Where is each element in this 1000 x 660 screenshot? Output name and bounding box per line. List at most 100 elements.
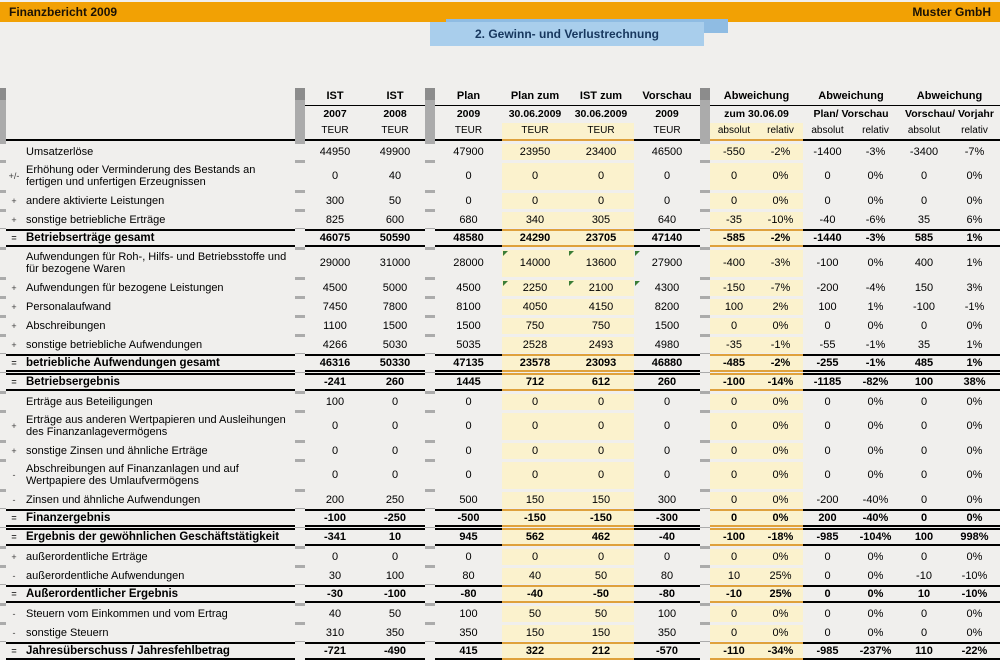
outline-bar[interactable] bbox=[700, 459, 710, 462]
outline-bar[interactable] bbox=[425, 622, 435, 626]
cell[interactable]: -341 bbox=[305, 528, 365, 546]
row-label[interactable]: sonstige Zinsen und ähnliche Erträge bbox=[26, 444, 208, 457]
cell[interactable]: 46316 bbox=[305, 354, 365, 372]
outline-bar[interactable] bbox=[0, 353, 6, 355]
cell[interactable]: 100 bbox=[710, 299, 758, 315]
cell[interactable]: -3% bbox=[758, 249, 803, 277]
outline-bar[interactable] bbox=[425, 527, 435, 529]
cell[interactable]: -550 bbox=[710, 144, 758, 160]
cell[interactable]: 0 bbox=[465, 469, 472, 482]
cell[interactable]: -80 bbox=[634, 585, 700, 603]
cell[interactable]: 4500 bbox=[456, 282, 481, 295]
outline-bar[interactable] bbox=[700, 88, 710, 141]
cell[interactable]: 0% bbox=[758, 606, 803, 622]
outline-bar[interactable] bbox=[0, 247, 6, 250]
cell[interactable]: 24290 bbox=[502, 229, 568, 247]
cell[interactable]: 0 bbox=[710, 394, 758, 410]
cell[interactable]: 2528 bbox=[502, 337, 568, 353]
outline-bar[interactable] bbox=[700, 584, 710, 586]
cell[interactable]: -3% bbox=[852, 229, 899, 247]
cell[interactable]: 0 bbox=[710, 412, 758, 440]
cell[interactable]: 0% bbox=[966, 320, 983, 333]
cell[interactable]: -34% bbox=[758, 642, 803, 660]
cell[interactable]: -3% bbox=[865, 146, 886, 159]
cell[interactable]: 200 bbox=[803, 509, 852, 527]
cell[interactable]: 150 bbox=[568, 625, 634, 641]
outline-bar[interactable] bbox=[700, 190, 710, 194]
cell[interactable]: 1% bbox=[867, 301, 884, 314]
cell[interactable]: -22% bbox=[949, 642, 1000, 660]
cell[interactable]: -985 bbox=[803, 642, 852, 660]
cell[interactable]: 100 bbox=[899, 528, 949, 546]
row-label[interactable]: sonstige Steuern bbox=[26, 626, 109, 639]
cell[interactable]: 30 bbox=[328, 570, 342, 583]
cell[interactable]: 0 bbox=[663, 469, 671, 482]
cell[interactable]: -10 bbox=[710, 585, 758, 603]
cell[interactable]: 1% bbox=[949, 354, 1000, 372]
row-label[interactable]: Abschreibungen bbox=[26, 319, 106, 332]
row-label[interactable]: betriebliche Aufwendungen gesamt bbox=[22, 354, 295, 372]
cell[interactable]: 485 bbox=[899, 354, 949, 372]
cell[interactable]: 0 bbox=[920, 445, 928, 458]
cell[interactable]: -1185 bbox=[803, 373, 852, 391]
cell[interactable]: 0 bbox=[663, 445, 671, 458]
cell[interactable]: 1445 bbox=[435, 373, 502, 391]
cell[interactable]: 0% bbox=[966, 195, 983, 208]
row-label[interactable]: Jahresüberschuss / Jahresfehlbetrag bbox=[22, 642, 295, 660]
cell[interactable]: 0% bbox=[867, 257, 884, 270]
cell[interactable]: 680 bbox=[459, 214, 478, 227]
cell[interactable]: 750 bbox=[568, 318, 634, 334]
outline-bar[interactable] bbox=[0, 459, 6, 462]
cell[interactable]: 0 bbox=[710, 509, 758, 527]
cell[interactable]: 0% bbox=[867, 195, 884, 208]
cell[interactable]: 0 bbox=[465, 170, 472, 183]
cell[interactable]: 562 bbox=[502, 528, 568, 546]
cell[interactable]: 0 bbox=[824, 570, 831, 583]
cell[interactable]: 0 bbox=[710, 461, 758, 489]
outline-bar[interactable] bbox=[295, 141, 305, 145]
cell[interactable]: 0 bbox=[568, 162, 634, 190]
row-label[interactable]: Betriebserträge gesamt bbox=[22, 229, 295, 247]
outline-bar[interactable] bbox=[0, 190, 6, 194]
cell[interactable]: 500 bbox=[459, 494, 478, 507]
cell[interactable]: 0% bbox=[758, 318, 803, 334]
cell[interactable]: 40 bbox=[328, 608, 342, 621]
outline-bar[interactable] bbox=[295, 508, 305, 510]
cell[interactable]: 0 bbox=[391, 420, 399, 433]
cell[interactable]: 80 bbox=[660, 570, 674, 583]
cell[interactable]: 0 bbox=[920, 494, 928, 507]
cell[interactable]: 0 bbox=[465, 420, 472, 433]
cell[interactable]: 0 bbox=[502, 412, 568, 440]
cell[interactable]: 46500 bbox=[651, 146, 683, 159]
cell[interactable]: -110 bbox=[710, 642, 758, 660]
cell[interactable]: 0 bbox=[502, 193, 568, 209]
cell[interactable]: 350 bbox=[459, 627, 478, 640]
cell[interactable]: -35 bbox=[710, 337, 758, 353]
outline-bar[interactable] bbox=[425, 459, 435, 462]
cell[interactable]: 0% bbox=[758, 461, 803, 489]
cell[interactable]: -7% bbox=[964, 146, 985, 159]
cell[interactable]: 0 bbox=[568, 549, 634, 565]
cell[interactable]: 0 bbox=[824, 170, 831, 183]
cell[interactable]: -7% bbox=[758, 280, 803, 296]
cell[interactable]: 0 bbox=[502, 549, 568, 565]
cell[interactable]: 640 bbox=[657, 214, 677, 227]
cell[interactable]: 0 bbox=[803, 585, 852, 603]
cell[interactable]: 0% bbox=[867, 420, 884, 433]
cell[interactable]: 1% bbox=[966, 339, 983, 352]
outline-bar[interactable] bbox=[0, 440, 6, 444]
cell[interactable]: 0 bbox=[663, 396, 671, 409]
outline-bar[interactable] bbox=[425, 410, 435, 413]
outline-bar[interactable] bbox=[0, 334, 6, 338]
cell[interactable]: -14% bbox=[758, 373, 803, 391]
outline-bar[interactable] bbox=[425, 440, 435, 444]
cell[interactable]: 100 bbox=[899, 373, 949, 391]
outline-bar[interactable] bbox=[295, 584, 305, 586]
outline-bar[interactable] bbox=[700, 641, 710, 643]
cell[interactable]: 10 bbox=[710, 568, 758, 584]
cell[interactable]: 0 bbox=[465, 195, 472, 208]
cell[interactable]: 100 bbox=[385, 570, 405, 583]
cell[interactable]: 0% bbox=[867, 320, 884, 333]
cell[interactable]: 0 bbox=[391, 445, 399, 458]
outline-bar[interactable] bbox=[295, 88, 305, 141]
